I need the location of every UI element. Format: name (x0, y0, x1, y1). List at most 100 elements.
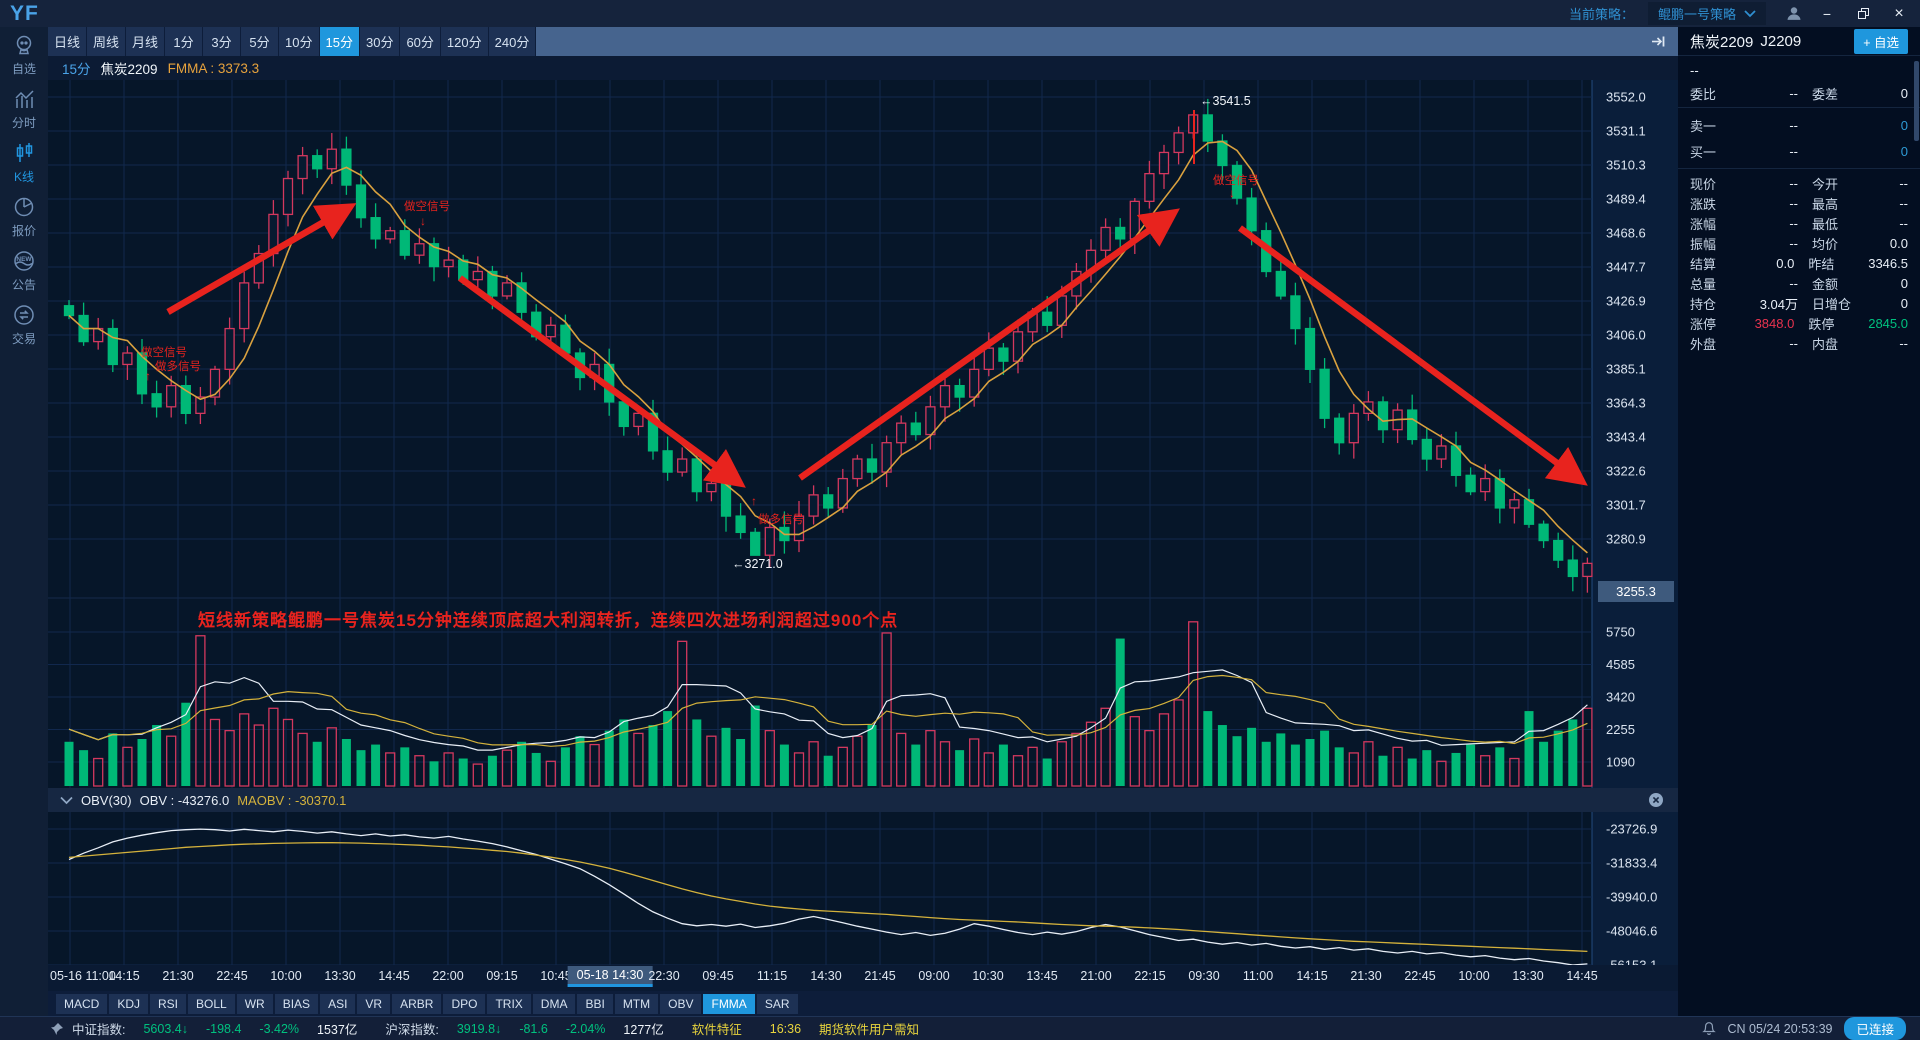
chart-symbol: 焦炭2209 (100, 62, 158, 77)
period-tab-1分[interactable]: 1分 (165, 27, 203, 56)
notice-link[interactable]: 期货软件用户需知 (819, 1023, 920, 1037)
connection-status-badge[interactable]: 已连接 (1844, 1017, 1906, 1040)
current-strategy-label: 当前策略： (1568, 7, 1634, 22)
svg-text:3447.7: 3447.7 (1606, 260, 1646, 275)
feature-link[interactable]: 软件特征 (691, 1023, 742, 1037)
svg-text:5750: 5750 (1606, 625, 1635, 640)
pin-icon[interactable] (50, 1022, 64, 1036)
period-tab-15分[interactable]: 15分 (319, 27, 359, 56)
sidebar-item-label: 交易 (11, 331, 36, 346)
restore-button[interactable] (1852, 4, 1874, 24)
indicator-tab-kdj[interactable]: KDJ (109, 993, 149, 1014)
quote-value: -- (1789, 143, 1798, 159)
add-watchlist-button[interactable]: + 自选 (1854, 28, 1908, 54)
period-tab-周线[interactable]: 周线 (87, 27, 126, 56)
index1-label: 中证指数: (72, 1023, 126, 1037)
svg-text:3280.9: 3280.9 (1606, 532, 1646, 547)
close-button[interactable]: × (1894, 4, 1904, 22)
indicator-tab-obv[interactable]: OBV (660, 993, 702, 1014)
period-tab-月线[interactable]: 月线 (126, 27, 165, 56)
period-tab-3分[interactable]: 3分 (203, 27, 241, 56)
period-tab-240分[interactable]: 240分 (488, 27, 536, 56)
quote-value: 0.0 (1776, 255, 1795, 271)
stat-row: 涨跌 -- 最高 -- (1678, 193, 1920, 213)
quote-value: 3346.5 (1868, 255, 1908, 271)
indicator-tab-dpo[interactable]: DPO (443, 993, 486, 1014)
indicator-tab-asi[interactable]: ASI (320, 993, 356, 1014)
sidebar-item-timeshare[interactable]: 分时 (0, 82, 48, 135)
svg-text:3510.3: 3510.3 (1606, 158, 1646, 173)
indicator-tab-wr[interactable]: WR (236, 993, 273, 1014)
indicator-tab-mtm[interactable]: MTM (614, 993, 659, 1014)
indicator-tab-bbi[interactable]: BBI (577, 993, 613, 1014)
indicator-tab-arbr[interactable]: ARBR (392, 993, 442, 1014)
quote-value: -- (1789, 85, 1798, 101)
sidebar-item-notice[interactable]: NEW 公告 (0, 244, 48, 297)
quote-value: -- (1789, 175, 1798, 191)
indicator-tab-rsi[interactable]: RSI (150, 993, 187, 1014)
indicator-tab-trix[interactable]: TRIX (487, 993, 531, 1014)
index1-pct: -3.42% (259, 1021, 300, 1036)
period-tab-10分[interactable]: 10分 (279, 27, 319, 56)
quote-panel-header: 焦炭2209 J2209 + 自选 (1678, 27, 1920, 56)
indicator-tab-dma[interactable]: DMA (532, 993, 576, 1014)
period-tab-5分[interactable]: 5分 (241, 27, 279, 56)
quote-value: -- (1789, 335, 1798, 351)
time-tick: 05-16 11:00 (50, 969, 116, 983)
ask-row: 卖一 -- 0 (1678, 112, 1920, 138)
collapse-panel-icon[interactable] (1651, 35, 1666, 48)
quote-value: -- (1899, 215, 1908, 231)
strategy-value: 鲲鹏一号策略 (1657, 7, 1736, 22)
scrollbar-thumb[interactable] (1914, 61, 1919, 141)
time-tick: 10:30 (972, 969, 1004, 983)
quote-value: 3848.0 (1754, 315, 1795, 331)
quote-label: 今开 (1812, 176, 1839, 192)
quote-label: 涨跌 (1690, 196, 1717, 212)
svg-text:1090: 1090 (1606, 755, 1635, 770)
quote-value: 0 (1900, 143, 1908, 159)
minimize-button[interactable]: − (1822, 5, 1832, 22)
time-tick: 14:30 (810, 969, 842, 983)
quote-label: 振幅 (1690, 236, 1717, 252)
sidebar-item-label: 报价 (11, 223, 36, 238)
chart-area[interactable]: 3552.0 3531.1 3510.3 3489.4 3468.6 3447.7 3426… (48, 80, 1678, 991)
maobv-value: MAOBV : -30370.1 (237, 792, 347, 808)
indicator-tab-bias[interactable]: BIAS (274, 993, 319, 1014)
indicator-tab-vr[interactable]: VR (357, 993, 391, 1014)
close-obv-panel-icon[interactable] (1648, 792, 1664, 808)
indicator-tab-macd[interactable]: MACD (56, 993, 108, 1014)
index1-amount: 1537亿 (317, 1023, 358, 1037)
peak-price-label: ←3541.5 (1200, 94, 1251, 108)
quote-label: 委差 (1812, 86, 1839, 102)
user-icon (16, 35, 32, 54)
chart-fmma-value: FMMA : 3373.3 (167, 60, 260, 76)
time-tick: 21:00 (1080, 969, 1112, 983)
weibi-row: 委比 -- 委差 0 (1678, 83, 1920, 103)
quote-label: 最高 (1812, 196, 1839, 212)
chevron-down-icon[interactable] (60, 796, 73, 805)
period-tab-60分[interactable]: 60分 (400, 27, 440, 56)
period-tab-120分[interactable]: 120分 (440, 27, 488, 56)
indicator-tab-sar[interactable]: SAR (756, 993, 798, 1014)
sidebar-item-watchlist[interactable]: 自选 (0, 28, 48, 81)
sidebar-item-kline[interactable]: K线 (0, 136, 48, 189)
quote-label: 均价 (1812, 236, 1839, 252)
long-signal-arrow-1: ↑ (145, 369, 151, 383)
user-icon[interactable] (1786, 6, 1802, 21)
bid-row: 买一 -- 0 (1678, 138, 1920, 164)
strategy-dropdown[interactable]: 鲲鹏一号策略 (1647, 2, 1766, 25)
indicator-tab-boll[interactable]: BOLL (188, 993, 235, 1014)
index2-pct: -2.04% (565, 1021, 606, 1036)
sidebar-item-trade[interactable]: 交易 (0, 298, 48, 351)
time-tick: 09:45 (702, 969, 734, 983)
bell-icon[interactable] (1701, 1021, 1716, 1036)
indicator-tab-fmma[interactable]: FMMA (703, 993, 755, 1014)
time-tick: 22:15 (1134, 969, 1166, 983)
stat-row: 外盘 -- 内盘 -- (1678, 333, 1920, 353)
period-tab-30分[interactable]: 30分 (359, 27, 400, 56)
period-tab-日线[interactable]: 日线 (48, 27, 87, 56)
sidebar-item-quote[interactable]: 报价 (0, 190, 48, 243)
svg-text:-56153.1: -56153.1 (1606, 958, 1657, 966)
index2-value: 3919.8↓ (456, 1021, 502, 1036)
svg-text:3406.0: 3406.0 (1606, 328, 1646, 343)
